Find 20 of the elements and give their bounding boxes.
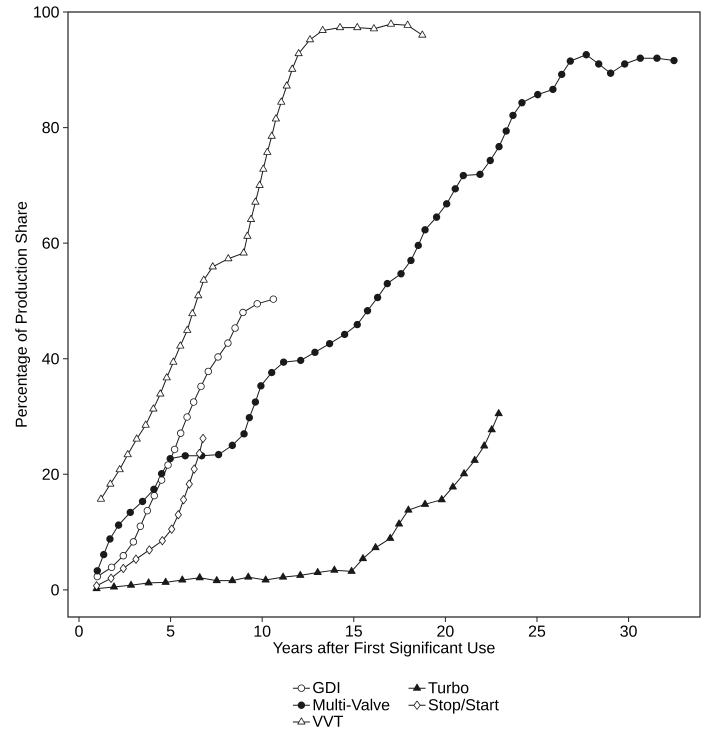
legend-label: VVT bbox=[312, 716, 344, 727]
x-tick-label: 5 bbox=[166, 626, 174, 637]
y-axis-title: Percentage of Production Share bbox=[15, 202, 30, 427]
legend-label: Turbo bbox=[428, 682, 468, 694]
x-tick-label: 25 bbox=[528, 626, 546, 637]
y-tick-label: 60 bbox=[42, 237, 59, 249]
y-tick-label: 0 bbox=[51, 584, 59, 596]
y-tick-label: 40 bbox=[42, 353, 59, 364]
y-tick-label: 80 bbox=[42, 122, 59, 134]
x-tick-label: 10 bbox=[254, 626, 270, 637]
x-axis-title: Years after First Significant Use bbox=[273, 642, 495, 657]
legend-label: Multi-Valve bbox=[314, 698, 390, 710]
y-tick-label: 20 bbox=[42, 468, 59, 480]
legend-label: Stop/Start bbox=[428, 698, 499, 714]
x-tick-label: 0 bbox=[75, 626, 83, 637]
x-tick-label: 20 bbox=[437, 626, 454, 637]
y-tick-label: 100 bbox=[34, 6, 59, 18]
x-tick-label: 15 bbox=[346, 626, 362, 637]
x-tick-label: 30 bbox=[620, 626, 637, 637]
legend-label: GDI bbox=[313, 682, 340, 694]
